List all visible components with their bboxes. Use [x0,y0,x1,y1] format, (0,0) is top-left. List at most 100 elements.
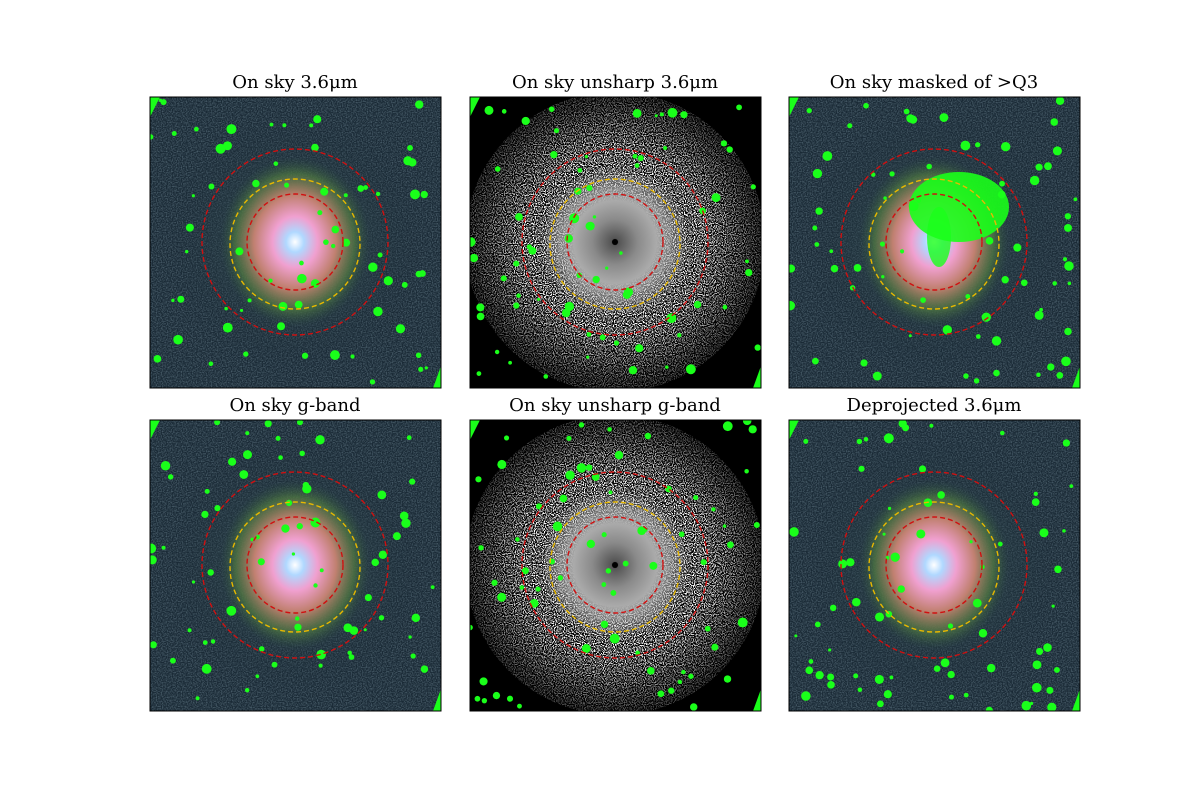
mask-blob [975,142,981,148]
mask-blob [552,521,563,532]
mask-blob [331,243,336,249]
mask-blob [208,361,214,367]
mask-blob [301,352,309,359]
mask-blob [666,313,677,324]
mask-blob [748,425,757,434]
mask-blob [476,312,485,321]
mask-blob [296,523,303,530]
mask-blob [494,349,500,355]
panel-frame [788,419,1081,712]
mask-blob [513,260,520,267]
mask-blob [564,301,575,312]
mask-blob [244,687,250,693]
mask-blob [591,473,600,481]
mask-blob [252,179,260,188]
mask-blob [637,526,646,536]
mask-blob [965,293,971,299]
mask-blob [369,379,376,385]
mask-blob [424,366,428,370]
mask-blob [722,304,728,310]
mask-blob [1061,356,1071,367]
mask-blob [997,541,1003,547]
mask-blob [348,654,355,660]
mask-blob [255,534,260,540]
mask-blob [628,365,638,375]
mask-blob [610,590,617,596]
mask-blob [150,641,157,649]
mask-blob [999,180,1005,187]
mask-blob [295,616,300,621]
mask-blob [678,531,685,538]
mask-blob [536,297,541,301]
mask-blob [920,297,926,303]
mask-blob [969,540,973,544]
mask-blob [470,253,479,263]
mask-blob [415,270,423,278]
mask-blob [497,459,507,470]
mask-blob [883,433,894,444]
mask-blob [470,237,476,247]
mask-blob [1031,682,1042,693]
mask-blob [586,332,592,337]
mask-blob [415,100,424,109]
mask-blob [637,155,644,162]
mask-blob [347,650,352,656]
mask-blob [1069,484,1074,489]
mask-blob [975,334,981,339]
mask-blob [535,586,541,592]
panel-frame [149,96,442,389]
mask-blob [828,648,832,652]
mask-blob [491,579,498,586]
mask-blob [315,435,325,445]
mask-blob [942,325,953,335]
mask-blob [273,161,279,166]
mask-blob [202,640,208,646]
mask-blob [599,334,606,341]
mask-blob [271,661,278,668]
mask-blob [711,643,719,651]
mask-blob [501,109,507,114]
mask-blob [600,620,609,629]
mask-blob [564,234,573,243]
mask-blob [201,663,212,674]
mask-blob [801,691,811,701]
mask-corner [753,689,761,711]
mask-corner [789,420,799,440]
image-content [789,420,1080,711]
mask-blob [207,569,214,576]
mask-blob [187,628,192,633]
image-content [470,420,761,711]
mask-blob [316,649,326,660]
mask-blob [1046,686,1054,694]
mask-blob [665,365,669,369]
mask-blob [1056,372,1064,379]
mask-blob [215,143,226,154]
mask-blob [171,298,175,302]
nucleus [612,562,618,568]
mask-blob [632,108,642,118]
panel-title: On sky 3.6μm [232,72,358,93]
mask-blob [947,670,955,679]
mask-blob [226,605,237,616]
mask-blob [973,378,980,384]
mask-blob [1032,660,1042,670]
mask-blob [299,450,305,457]
mask-blob [882,532,886,536]
mask-blob [897,585,905,593]
mask-blob [903,108,910,115]
galaxy-core [220,157,370,327]
mask-blob [933,665,941,672]
mask-blob [368,262,378,272]
mask-blob [378,615,385,621]
mask-blob [677,679,683,685]
mask-blob [357,185,365,192]
mask-blob [693,300,702,309]
mask-blob [619,251,623,255]
mask-blob [275,435,281,441]
mask-blob [371,558,379,567]
mask-blob [899,249,905,254]
mask-blob [1000,430,1005,436]
mask-blob [204,488,210,494]
mask-blob [581,644,591,653]
mask-blob [742,420,752,426]
